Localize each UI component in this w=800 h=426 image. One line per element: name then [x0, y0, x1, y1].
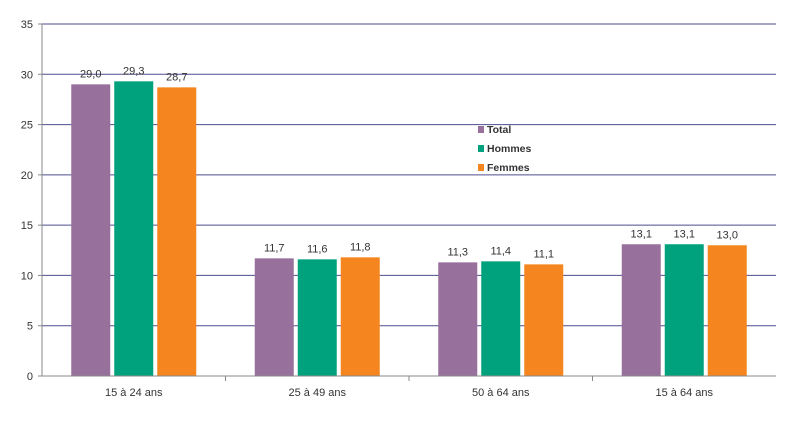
data-label: 28,7: [166, 71, 187, 83]
y-tick-label: 25: [21, 120, 33, 132]
y-tick-label: 15: [21, 220, 33, 232]
bar-total-2: [254, 258, 294, 376]
y-tick-label: 10: [21, 270, 33, 282]
bar-hommes-4: [664, 244, 704, 376]
legend-label-total: Total: [487, 124, 511, 136]
data-label: 13,0: [717, 229, 738, 241]
data-label: 29,3: [123, 65, 144, 77]
legend-swatch-femmes: [478, 164, 484, 171]
bar-femmes-2: [340, 257, 380, 376]
bar-hommes-3: [481, 261, 521, 376]
y-tick-label: 20: [21, 170, 33, 182]
x-category-label: 15 à 24 ans: [105, 387, 163, 399]
y-tick-label: 35: [21, 19, 33, 31]
bar-total-3: [438, 262, 478, 376]
data-label: 11,3: [447, 246, 468, 258]
bar-hommes-1: [114, 81, 154, 376]
x-category-label: 15 à 64 ans: [656, 387, 714, 399]
x-category-label: 50 à 64 ans: [472, 387, 530, 399]
legend-swatch-hommes: [478, 145, 484, 152]
bars: [71, 81, 747, 377]
data-labels: 29,0 29,3 28,7 11,7 11,6 11,8 11,3 11,4 11,1 13,1…: [80, 65, 738, 260]
legend-label-hommes: Hommes: [487, 143, 532, 155]
x-category-label: 25 à 49 ans: [289, 387, 347, 399]
data-label: 13,1: [631, 228, 652, 240]
bar-total-4: [621, 244, 661, 376]
bar-femmes-1: [157, 87, 197, 377]
bar-total-1: [71, 84, 111, 376]
data-label: 11,7: [264, 242, 285, 254]
data-label: 29,0: [80, 68, 101, 80]
bar-femmes-3: [524, 264, 564, 376]
bar-femmes-4: [707, 245, 747, 376]
legend-swatch-total: [478, 126, 484, 133]
data-label: 11,6: [307, 243, 328, 255]
y-tick-label: 30: [21, 69, 33, 81]
data-label: 11,1: [533, 248, 554, 260]
data-label: 11,4: [490, 245, 511, 257]
data-label: 11,8: [350, 241, 371, 253]
axes: 0 5 10 15 20 25 30 35 15 à 24 ans 25 à 49 ans 50 à…: [21, 19, 776, 399]
data-label: 13,1: [674, 228, 695, 240]
y-tick-label: 5: [27, 321, 33, 333]
legend: Total Hommes Femmes: [478, 124, 532, 174]
y-tick-label: 0: [27, 371, 33, 383]
bar-hommes-2: [297, 259, 337, 376]
legend-label-femmes: Femmes: [487, 162, 530, 174]
